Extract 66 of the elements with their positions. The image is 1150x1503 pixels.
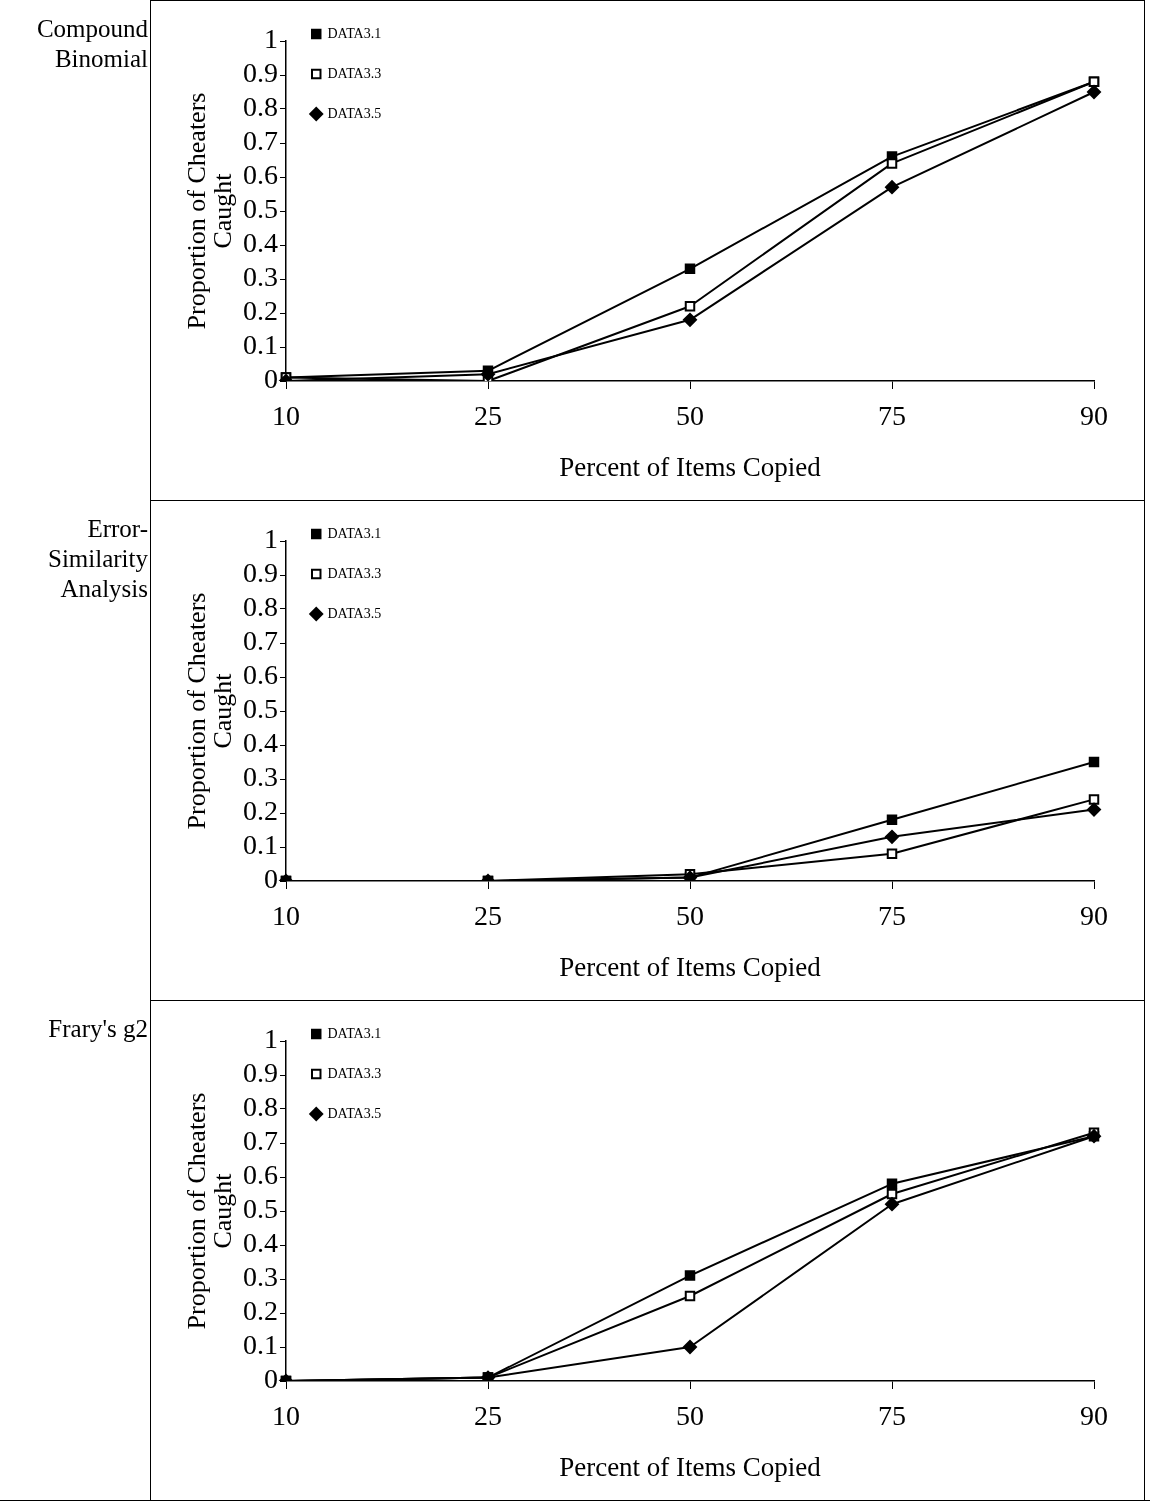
legend-label: DATA3.3 [327,65,382,81]
y-tick-label: 0.7 [243,625,278,657]
y-tick-label: 0.7 [243,125,278,157]
legend-label: DATA3.5 [327,605,382,621]
legend-label: DATA3.1 [327,1025,382,1041]
y-tick-label: 0.2 [243,795,278,827]
y-tick-label: 0.2 [243,295,278,327]
y-tick-label: 0.8 [243,91,278,123]
legend-label: DATA3.1 [327,525,382,541]
y-tick-label: 0.5 [243,693,278,725]
y-tick-label: 1 [264,1023,278,1055]
x-tick-label: 75 [878,900,906,932]
y-tick-label: 0.6 [243,1159,278,1191]
x-tick-label: 10 [272,1400,300,1432]
y-tick-label: 0.6 [243,159,278,191]
x-tick-label: 50 [676,400,704,432]
x-tick-label: 50 [676,1400,704,1432]
x-tick-label: 90 [1080,400,1108,432]
y-tick-label: 0.3 [243,761,278,793]
y-tick-label: 0.5 [243,1193,278,1225]
y-tick-label: 1 [264,23,278,55]
y-tick-label: 1 [264,523,278,555]
y-axis-title: Proportion of Cheaters Caught [181,592,237,830]
legend-label: DATA3.1 [327,25,382,41]
y-tick-label: 0.6 [243,659,278,691]
chart-title: Compound Binomial [35,14,149,74]
x-tick-label: 90 [1080,900,1108,932]
y-tick-label: 0 [264,863,278,895]
chart-title: Error-Similarity Analysis [47,514,149,604]
y-tick-label: 0.3 [243,1261,278,1293]
y-tick-label: 0.4 [243,1227,278,1259]
y-tick-label: 0.3 [243,261,278,293]
x-tick-label: 50 [676,900,704,932]
y-tick-label: 0.9 [243,57,278,89]
x-tick-label: 75 [878,400,906,432]
x-tick-label: 75 [878,1400,906,1432]
x-axis-title: Percent of Items Copied [559,451,822,482]
x-axis-title: Percent of Items Copied [559,951,822,982]
y-tick-label: 0.4 [243,227,278,259]
y-tick-label: 0.4 [243,727,278,759]
y-tick-label: 0.7 [243,1125,278,1157]
x-tick-label: 90 [1080,1400,1108,1432]
y-tick-label: 0 [264,363,278,395]
x-tick-label: 25 [474,400,502,432]
x-tick-label: 25 [474,1400,502,1432]
y-tick-label: 0.1 [243,1329,278,1361]
y-tick-label: 0.8 [243,591,278,623]
legend-label: DATA3.5 [327,105,382,121]
x-axis-title: Percent of Items Copied [559,1451,822,1482]
y-axis-title: Proportion of Cheaters Caught [181,1092,237,1330]
y-axis-title: Proportion of Cheaters Caught [181,92,237,330]
legend-label: DATA3.5 [327,1105,382,1121]
y-tick-label: 0.9 [243,557,278,589]
y-tick-label: 0.5 [243,193,278,225]
y-tick-label: 0.9 [243,1057,278,1089]
legend-label: DATA3.3 [327,1065,382,1081]
x-tick-label: 25 [474,900,502,932]
legend-label: DATA3.3 [327,565,382,581]
x-tick-label: 10 [272,900,300,932]
y-tick-label: 0.8 [243,1091,278,1123]
y-tick-label: 0 [264,1363,278,1395]
y-tick-label: 0.1 [243,329,278,361]
chart-title: Frary's g2 [47,1014,149,1044]
x-tick-label: 10 [272,400,300,432]
y-tick-label: 0.2 [243,1295,278,1327]
y-tick-label: 0.1 [243,829,278,861]
